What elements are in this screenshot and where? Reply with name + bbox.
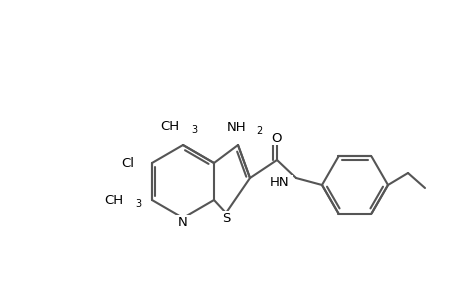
Text: 3: 3 bbox=[190, 125, 197, 135]
Text: Cl: Cl bbox=[121, 157, 134, 169]
Bar bbox=[269, 131, 283, 145]
Text: 3: 3 bbox=[134, 199, 141, 209]
Text: N: N bbox=[178, 215, 187, 229]
Bar bbox=[117, 156, 139, 170]
Bar bbox=[233, 120, 263, 134]
Bar bbox=[218, 211, 233, 225]
Bar bbox=[266, 175, 292, 189]
Bar bbox=[176, 215, 190, 229]
Text: CH: CH bbox=[160, 119, 179, 133]
Text: HN: HN bbox=[269, 176, 289, 188]
Bar bbox=[167, 119, 199, 133]
Bar bbox=[111, 193, 143, 207]
Text: S: S bbox=[221, 212, 230, 224]
Text: O: O bbox=[271, 131, 282, 145]
Text: NH: NH bbox=[226, 121, 246, 134]
Text: 2: 2 bbox=[256, 126, 262, 136]
Text: CH: CH bbox=[104, 194, 123, 206]
